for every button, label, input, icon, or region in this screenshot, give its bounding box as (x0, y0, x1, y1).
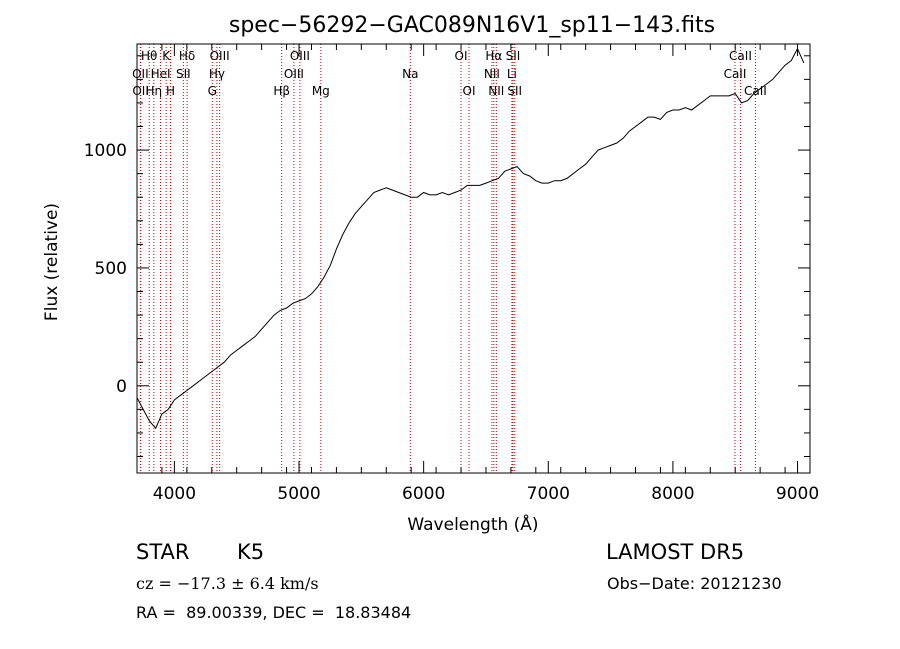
line-label: Li (507, 67, 517, 81)
y-tick-label: 500 (95, 259, 127, 279)
y-tick-label: 0 (116, 377, 127, 397)
line-label: CaII (724, 67, 747, 81)
line-label: OI (463, 84, 476, 98)
x-tick-label: 7000 (527, 484, 570, 504)
line-label: K (162, 49, 171, 63)
line-label: Hδ (179, 49, 195, 63)
line-label: Hα (485, 49, 502, 63)
line-label: HeI (151, 67, 171, 81)
x-tick-label: 4000 (153, 484, 196, 504)
line-label: Hη (146, 84, 163, 98)
plot-frame (136, 43, 811, 474)
line-label: OIII (210, 49, 230, 63)
observation-date: Obs−Date: 20121230 (607, 574, 782, 593)
line-label: OII (132, 84, 149, 98)
line-label: G (208, 84, 217, 98)
line-label: NII (484, 67, 500, 81)
sky-coordinates: RA = 89.00339, DEC = 18.83484 (136, 603, 412, 622)
chart-title: spec−56292−GAC089N16V1_sp11−143.fits (229, 13, 715, 38)
line-label: Na (402, 67, 418, 81)
line-label: OIII (290, 49, 310, 63)
line-label: OII (132, 67, 149, 81)
line-label: Hγ (209, 67, 225, 81)
x-tick-label: 5000 (277, 484, 320, 504)
spectrum-line (136, 47, 805, 430)
y-tick-label: 1000 (84, 141, 127, 161)
line-label: SII (507, 84, 522, 98)
line-label: Mg (312, 84, 330, 98)
emission-line-markers (139, 44, 756, 473)
x-tick-label: 9000 (776, 484, 819, 504)
line-label: H (166, 84, 175, 98)
line-label: CaII (729, 49, 752, 63)
x-tick-label: 8000 (651, 484, 694, 504)
axis-ticks: 4000 5000 6000 7000 8000 9000 0 500 1000 (84, 44, 819, 504)
line-label: OI (455, 49, 468, 63)
line-label: NII (488, 84, 504, 98)
x-tick-label: 6000 (402, 484, 445, 504)
emission-line-labels: Hθ OII OII K HeI Hη H Hδ SII OIII Hγ G OIII OIII Hβ Mg N… (132, 49, 767, 98)
x-axis-label: Wavelength (Å) (407, 513, 538, 535)
line-label: SII (506, 49, 521, 63)
object-subclass: K5 (237, 540, 265, 564)
line-label: Hθ (141, 49, 157, 63)
y-axis-label: Flux (relative) (42, 203, 62, 321)
survey-name: LAMOST DR5 (606, 540, 745, 564)
line-label: Hβ (273, 84, 290, 98)
object-class: STAR (136, 540, 190, 564)
line-label: SII (176, 67, 191, 81)
radial-velocity: cz = −17.3 ± 6.4 km/s (136, 574, 319, 593)
line-label: OIII (284, 67, 304, 81)
